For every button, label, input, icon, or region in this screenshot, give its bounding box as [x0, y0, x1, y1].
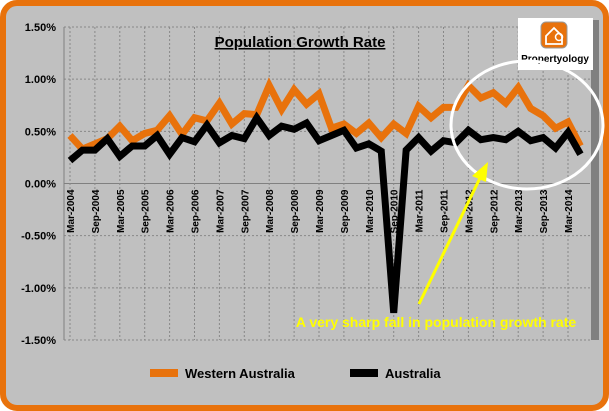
x-tick-label: Sep-2013	[539, 189, 550, 233]
x-tick-label: Sep-2009	[340, 189, 351, 233]
series-line-australia	[67, 111, 584, 314]
magnifier-icon	[554, 32, 564, 42]
right-shadow-strip	[591, 20, 599, 340]
x-tick-label: Mar-2005	[116, 189, 127, 233]
y-tick-label: -1.00%	[21, 283, 56, 295]
legend-label-australia: Australia	[385, 366, 441, 381]
x-tick-label: Mar-2014	[564, 189, 575, 233]
legend-label-western-australia: Western Australia	[185, 366, 296, 381]
chart-title: Population Growth Rate	[215, 34, 386, 51]
gridlines	[64, 26, 590, 341]
x-tick-label: Sep-2012	[489, 189, 500, 233]
x-tick-label: Mar-2007	[215, 189, 226, 233]
y-tick-label: 0.50%	[25, 126, 56, 138]
logo-text: Propertyology	[521, 54, 589, 65]
x-tick-labels: Mar-2004 Sep-2004 Mar-2005 Sep-2005 Mar-2006…	[66, 189, 575, 233]
x-tick-label: Sep-2010	[390, 189, 401, 233]
x-tick-label: Sep-2004	[91, 189, 102, 233]
x-tick-label: Mar-2012	[464, 189, 475, 233]
y-tick-label: 0.00%	[25, 179, 56, 191]
x-tick-label: Mar-2011	[415, 189, 426, 232]
x-tick-label: Mar-2009	[315, 189, 326, 233]
y-tick-label: 1.50%	[25, 22, 56, 34]
x-tick-label: Mar-2013	[514, 189, 525, 233]
annotation-arrow-head	[472, 162, 488, 182]
x-tick-label: Sep-2006	[191, 189, 202, 233]
x-tick-label: Sep-2008	[290, 189, 301, 233]
x-tick-label: Mar-2006	[166, 189, 177, 233]
y-tick-label: -1.50%	[21, 335, 56, 347]
annotation-arrow-shaft	[417, 177, 482, 305]
legend: Western Australia Australia	[150, 366, 441, 381]
y-tick-labels: 1.50% 1.00% 0.50% 0.00% -0.50% -1.00% -1.50%	[21, 22, 56, 347]
series-lines	[67, 77, 584, 314]
highlight-circle	[449, 59, 605, 191]
x-tick-label: Mar-2008	[265, 189, 276, 233]
x-tick-label: Mar-2010	[365, 189, 376, 233]
x-tick-label: Sep-2005	[141, 189, 152, 233]
x-tick-label: Mar-2004	[66, 189, 77, 233]
x-tick-label: Sep-2007	[240, 189, 251, 233]
y-tick-label: -0.50%	[21, 231, 56, 243]
series-line-western-australia	[67, 77, 584, 154]
y-tick-label: 1.00%	[25, 74, 56, 86]
annotation-text: A very sharp fall in population growth r…	[296, 314, 577, 330]
x-tick-label: Sep-2011	[440, 189, 451, 233]
